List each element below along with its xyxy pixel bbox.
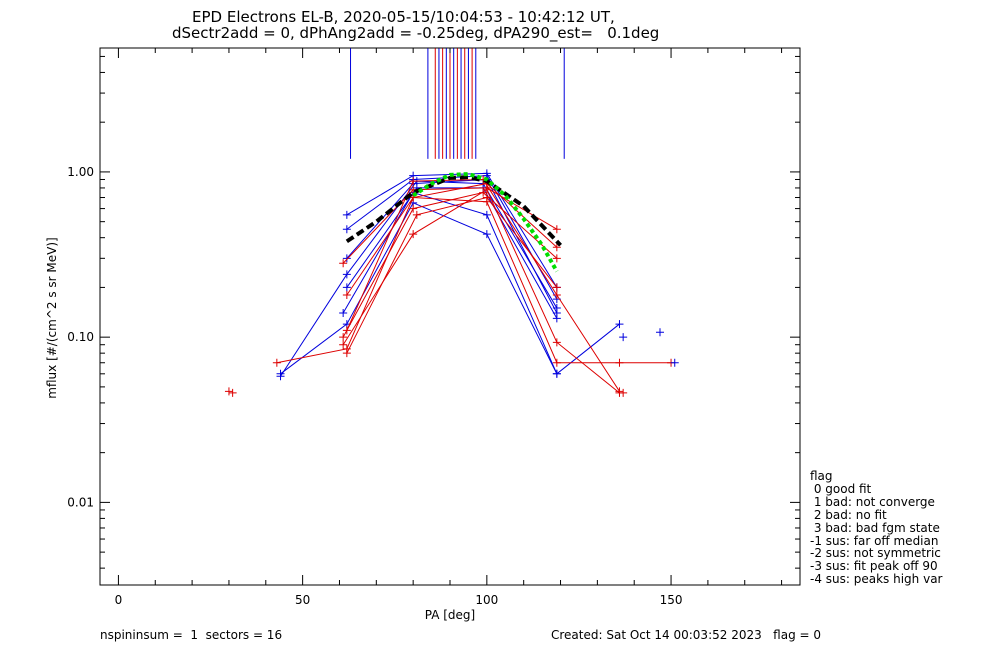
data-point — [342, 254, 351, 263]
isolated-point — [619, 333, 628, 342]
footer-left: nspininsum = 1 sectors = 16 — [100, 628, 283, 642]
x-tick-label: 100 — [475, 593, 498, 607]
data-point — [409, 177, 418, 186]
y-tick-label: 0.01 — [67, 495, 94, 509]
legend-item: 1 bad: not converge — [810, 494, 935, 509]
series-line — [346, 175, 558, 300]
data-point — [342, 344, 351, 353]
data-point — [339, 259, 348, 268]
data-point — [552, 290, 561, 299]
y-tick-label: 0.10 — [67, 330, 94, 344]
x-tick-label: 150 — [660, 593, 683, 607]
data-point — [615, 387, 624, 396]
isolated-point — [224, 387, 233, 396]
series-line — [342, 191, 558, 375]
data-point — [552, 304, 561, 313]
legend-item: -1 sus: far off median — [810, 533, 939, 548]
series-line — [280, 202, 620, 375]
legend-item: -3 sus: fit peak off 90 — [810, 559, 938, 574]
data-point — [552, 283, 561, 292]
data-point — [615, 320, 624, 329]
data-point — [552, 358, 561, 367]
data-point — [342, 290, 351, 299]
series-lines — [272, 169, 676, 397]
flag-legend: flag 0 good fit 1 bad: not converge 2 ba… — [810, 470, 942, 586]
isolated-point — [670, 358, 679, 367]
data-point — [342, 270, 351, 279]
fit-curves — [345, 172, 562, 273]
legend-item: -4 sus: peaks high var — [810, 572, 943, 587]
isolated-point — [656, 328, 664, 337]
data-point — [482, 210, 491, 219]
series-line — [276, 196, 672, 364]
data-point — [342, 225, 351, 234]
axis-ticks: 0 50 100 150 0.01 0.10 1.00 — [67, 48, 800, 607]
series-line — [342, 187, 558, 264]
isolated-point — [619, 388, 628, 397]
data-point — [552, 254, 561, 263]
x-axis-label: PA [deg] — [425, 608, 475, 622]
legend-item: 3 bad: bad fgm state — [810, 520, 940, 535]
data-point — [339, 333, 348, 342]
data-point — [339, 309, 348, 318]
fit-curve — [412, 172, 559, 273]
data-point — [552, 225, 561, 234]
data-point — [482, 197, 491, 206]
series-line — [346, 187, 558, 319]
series-line — [346, 183, 558, 296]
vertical-markers — [350, 48, 565, 159]
data-point — [615, 358, 624, 367]
series-line — [342, 192, 558, 338]
legend-item: -2 sus: not symmetric — [810, 546, 941, 561]
y-tick-label: 1.00 — [67, 165, 94, 179]
x-tick-label: 50 — [295, 593, 310, 607]
isolated-point — [228, 388, 237, 397]
legend-title: flag — [810, 469, 833, 483]
title-line-2: dSectr2add = 0, dPhAng2add = -0.25deg, d… — [172, 24, 660, 42]
data-point — [339, 340, 348, 349]
x-tick-label: 0 — [115, 593, 123, 607]
data-point — [552, 369, 561, 378]
legend-item: 2 bad: no fit — [810, 507, 887, 522]
data-point — [552, 243, 561, 252]
data-point — [409, 230, 418, 239]
data-point — [342, 283, 351, 292]
data-point — [342, 210, 351, 219]
title-line-1: EPD Electrons EL-B, 2020-05-15/10:04:53 … — [192, 8, 615, 26]
data-point — [276, 372, 285, 381]
data-point — [272, 358, 281, 367]
data-point — [552, 338, 561, 347]
data-point — [412, 210, 421, 219]
y-axis-label: mflux [#/(cm^2 s sr MeV)] — [45, 237, 59, 398]
isolated-points — [224, 328, 679, 397]
data-point — [409, 204, 418, 213]
fit-curve — [345, 175, 562, 247]
legend-item: 0 good fit — [810, 481, 872, 496]
data-point — [482, 230, 491, 239]
footer-right: Created: Sat Oct 14 00:03:52 2023 flag =… — [551, 628, 822, 642]
data-point — [552, 314, 561, 323]
data-point — [342, 326, 351, 335]
